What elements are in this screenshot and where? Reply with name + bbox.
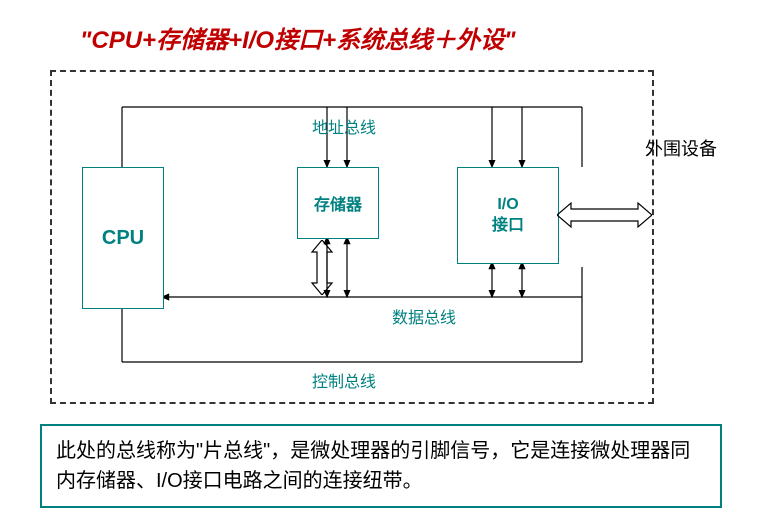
data-bus-label: 数据总线 [392, 304, 456, 328]
footer-note: 此处的总线称为"片总线"，是微处理器的引脚信号，它是连接微处理器同内存储器、I/… [40, 424, 722, 508]
control-bus-label: 控制总线 [312, 368, 376, 392]
address-bus-label: 地址总线 [312, 114, 376, 138]
mem-data-double-arrow [307, 240, 337, 295]
io-peripheral-arrow [557, 200, 652, 230]
memory-block: 存储器 [297, 167, 379, 239]
diagram-frame: CPU 存储器 I/O 接口 地址总线 数据总线 控制总线 [50, 70, 654, 404]
io-block: I/O 接口 [457, 167, 559, 264]
page-title: "CPU+存储器+I/O接口+系统总线＋外设" [80, 20, 742, 55]
peripheral-label: 外围设备 [645, 135, 717, 161]
cpu-block: CPU [82, 167, 164, 309]
